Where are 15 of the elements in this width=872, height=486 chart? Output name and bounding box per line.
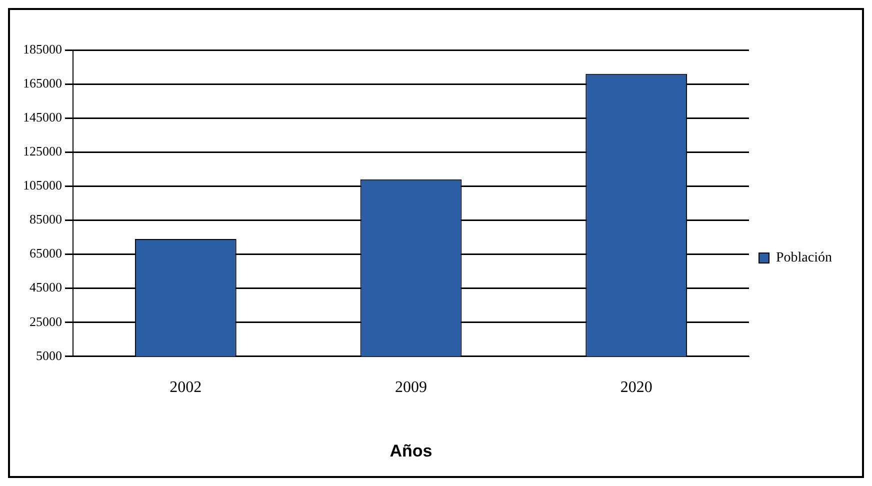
y-tick-label: 165000 [23, 75, 62, 90]
y-tick-label: 125000 [23, 144, 62, 159]
y-tick-label: 185000 [23, 41, 62, 56]
y-tick-label: 105000 [23, 178, 62, 193]
y-tick-label: 85000 [30, 212, 62, 227]
x-tick-label: 2020 [620, 379, 652, 396]
y-tick-label: 145000 [23, 110, 62, 125]
y-tick-label: 45000 [30, 280, 62, 295]
y-tick-label: 65000 [30, 246, 62, 261]
x-axis-title: Años [390, 441, 432, 460]
x-tick-label: 2002 [170, 379, 202, 396]
y-tick-label: 5000 [36, 348, 62, 363]
x-tick-label: 2009 [395, 379, 428, 396]
legend-label: Población [776, 250, 832, 266]
y-tick-label: 25000 [30, 314, 62, 329]
